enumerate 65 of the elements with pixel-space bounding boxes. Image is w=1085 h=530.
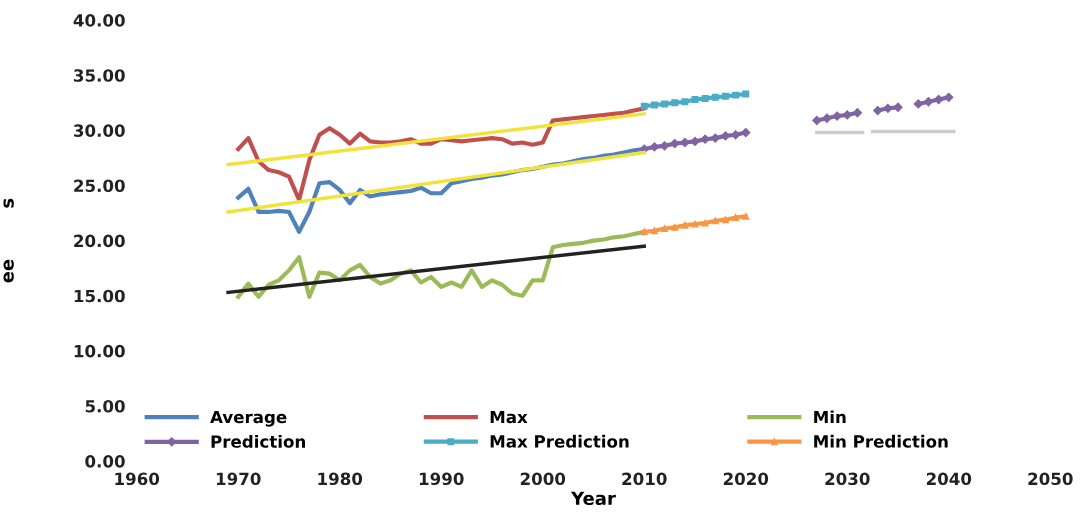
x-tick-label: 1970 [216,472,261,486]
point [721,92,729,100]
point [701,94,709,102]
point [732,91,740,99]
y-tick-label: 15.00 [74,289,125,303]
y-tick-label: 35.00 [74,69,125,82]
point [661,225,669,232]
point [700,134,710,144]
point [640,228,648,236]
y-tick-label: 20.00 [74,234,125,248]
point [640,102,648,110]
point [812,115,822,126]
point [671,223,679,231]
point [691,220,699,228]
legend-label: Max [490,410,528,424]
x-tick-label: 1960 [115,472,160,486]
x-tick-label: 2050 [1028,472,1073,486]
point [944,92,954,102]
point [842,110,852,120]
point [822,113,832,123]
legend-label: Min [814,410,846,424]
point [691,96,699,103]
legend-label: Max Prediction [490,434,629,448]
y-tick-label: 10.00 [74,344,125,358]
point [832,111,842,121]
point [701,219,709,227]
point [721,216,729,224]
point [661,100,669,108]
line-series [236,229,647,299]
point [711,217,719,225]
point [742,90,750,98]
point [681,98,689,106]
point [742,212,750,220]
point [732,213,740,221]
point [711,93,719,101]
point [873,105,883,116]
legend-label: Prediction [211,434,305,448]
y-axis-title: ee s [3,198,14,283]
x-tick-label: 1980 [318,472,363,486]
point [913,99,923,109]
point [893,102,903,112]
legend-label: Average [210,410,287,427]
legend-label: Min Prediction [814,434,948,448]
y-tick-label: 5.00 [85,399,125,413]
point [671,99,679,107]
point [741,127,751,138]
x-tick-label: 2030 [825,472,870,486]
point [650,101,658,109]
point [933,94,944,105]
x-tick-label: 2010 [622,472,667,486]
point [852,108,863,118]
y-tick-label: 25.00 [74,179,125,193]
y-tick-label: 30.00 [74,124,125,137]
line-series [640,212,750,236]
point [681,221,689,229]
y-tick-label: 40.00 [73,14,125,27]
y-tick-label: 0.00 [85,455,125,468]
x-tick-label: 2040 [926,472,972,486]
x-tick-label: 1990 [419,472,464,486]
x-tick-label: 2000 [520,472,566,486]
point [690,136,700,147]
x-axis-title: Year [570,491,616,506]
point [710,133,720,143]
x-tick-label: 2020 [723,472,769,486]
point [650,227,658,235]
